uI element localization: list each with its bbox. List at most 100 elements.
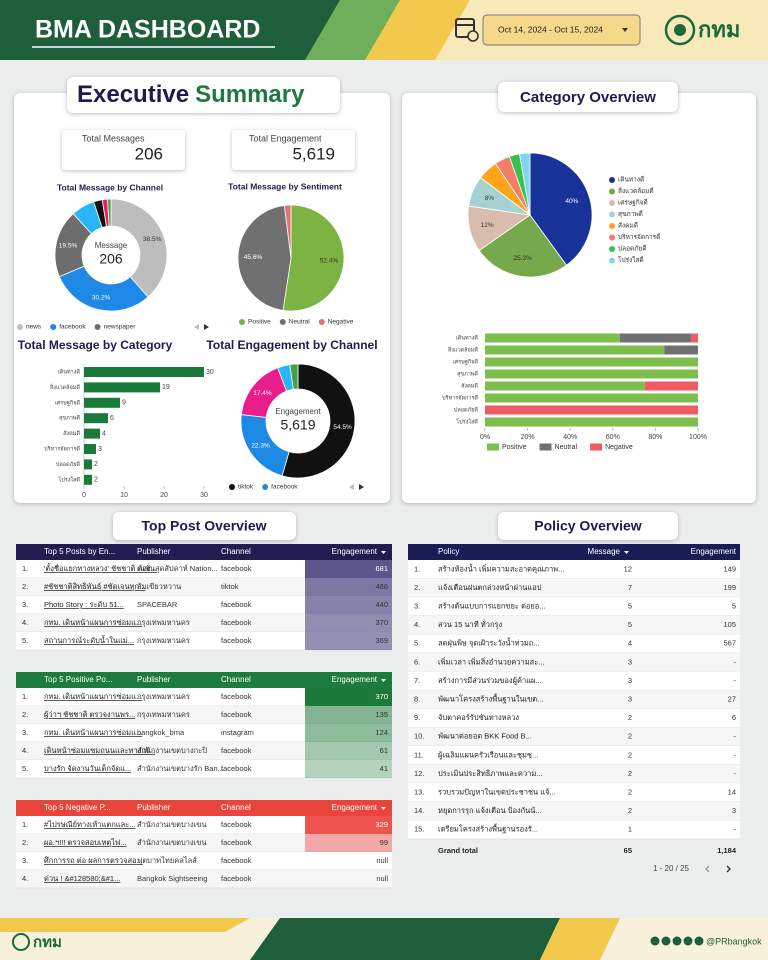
row-rank: 6. — [414, 657, 420, 666]
pagination: 1 - 20 / 25 — [653, 864, 690, 873]
slice — [237, 204, 292, 311]
x-tick-label: 30 — [200, 492, 208, 499]
legend-marker — [94, 324, 101, 330]
table-row — [408, 708, 740, 728]
legend-marker — [279, 319, 286, 325]
column-header: Policy — [438, 547, 459, 556]
x-tick-label: 80% — [648, 434, 662, 441]
engagement: - — [734, 657, 737, 666]
engagement: 124 — [375, 728, 388, 737]
post-title: ด่วน ! &#128580;&#1... — [44, 874, 120, 883]
engagement: null — [376, 856, 388, 865]
row-rank: 2. — [22, 838, 28, 847]
row-rank: 3. — [22, 728, 28, 737]
table-row — [16, 760, 392, 778]
column-header: Publisher — [137, 675, 171, 684]
data-label: 30 — [206, 369, 214, 376]
logo-emblem — [664, 14, 696, 46]
table-row — [16, 816, 392, 834]
legend-label: Neutral — [555, 444, 578, 451]
channel: facebook — [221, 746, 252, 755]
logo-text: กทม — [698, 17, 740, 42]
post-title: Photo Story : ระดับ 51... — [44, 600, 124, 609]
legend-marker — [318, 319, 325, 325]
legend-label: สุขภาพดี — [618, 210, 643, 218]
message-count: 2 — [628, 769, 632, 778]
date-picker[interactable] — [482, 14, 641, 46]
table-row — [408, 801, 740, 821]
page-next[interactable] — [726, 865, 731, 873]
slice — [289, 363, 299, 390]
x-tick-label: 10 — [120, 492, 128, 499]
row-rank: 1. — [414, 564, 420, 573]
bar-segment — [485, 357, 698, 367]
policy-name: สร้างห้องน้ำ เพิ่มความสะอาดคุณภาพ... — [438, 563, 564, 573]
post-title: ผอ.ฯ!!! ตรวจสอบเหตุไฟ... — [44, 838, 127, 847]
policy-name: จับตาคอร์รัปชันทางหลวง — [438, 713, 519, 722]
bar — [84, 474, 92, 485]
channel: facebook — [221, 564, 252, 573]
post-title: กทม. เดินหน้าแผนการซ่อมแ... — [44, 692, 142, 701]
slice — [519, 152, 531, 216]
engagement: 135 — [375, 710, 388, 719]
legend-label: โปร่งใสดี — [618, 256, 644, 264]
publisher: สำนักงานเขตบางกะปิ — [137, 746, 207, 755]
legend-pager[interactable] — [349, 484, 364, 490]
data-label: 4 — [102, 430, 106, 437]
sort-icon — [624, 551, 629, 554]
legend-label: news — [26, 324, 42, 331]
legend-label: สิ่งแวดล้อมดี — [618, 186, 654, 195]
table-row — [408, 560, 740, 579]
slice-label: 17.4% — [253, 390, 272, 397]
slice — [107, 198, 112, 227]
column-header: Channel — [221, 547, 251, 556]
footer-stripe — [540, 918, 620, 960]
kpi-label: Total Messages — [82, 133, 145, 143]
column-header: Publisher — [137, 803, 171, 812]
date-range[interactable]: Oct 14, 2024 - Oct 15, 2024 — [498, 24, 603, 34]
channel: facebook — [221, 820, 252, 829]
slice — [282, 204, 345, 312]
value-shade — [305, 742, 392, 760]
bar-segment — [485, 381, 645, 391]
section-pill — [113, 512, 296, 540]
legend-label: facebook — [271, 484, 298, 491]
slice-label: 30.2% — [92, 295, 111, 302]
chart-title: Total Engagement by Channel — [206, 338, 377, 352]
legend-pager[interactable] — [194, 324, 209, 330]
message-count: 4 — [628, 639, 632, 648]
message-count: 2 — [628, 750, 632, 759]
data-label: 9 — [122, 400, 126, 407]
slice — [58, 265, 149, 312]
legend-marker — [609, 211, 615, 218]
row-rank: 11. — [414, 750, 424, 759]
slice — [110, 198, 168, 298]
table-row — [408, 746, 740, 765]
bar — [84, 397, 120, 408]
engagement: null — [376, 874, 388, 883]
slice-label: 8% — [485, 195, 495, 202]
post-title: #ไปรษณีย์ทางเท้าแตกและ... — [44, 820, 136, 829]
social-icons[interactable] — [650, 936, 704, 946]
dropdown-arrow[interactable] — [622, 28, 628, 32]
legend-label: tiktok — [238, 484, 254, 491]
row-rank: 1. — [22, 692, 28, 701]
column-header: Engagement — [332, 803, 378, 812]
value-shade — [305, 760, 392, 778]
engagement: 27 — [728, 694, 736, 703]
page-prev[interactable] — [705, 865, 710, 873]
center-value: 206 — [99, 251, 123, 267]
message-count: 2 — [628, 713, 632, 722]
y-tick-label: เดินทางดี — [58, 368, 81, 375]
engagement: - — [734, 750, 737, 759]
title-part: Executive — [77, 81, 189, 108]
engagement: 41 — [380, 764, 388, 773]
table-row — [408, 634, 740, 653]
legend-label: ปลอดภัยดี — [618, 245, 647, 253]
y-tick-label: เศรษฐกิจดี — [55, 399, 81, 406]
table-row — [16, 560, 392, 578]
kpi-label: Total Engagement — [249, 133, 322, 143]
header-band — [0, 0, 340, 60]
table-row — [408, 578, 740, 598]
